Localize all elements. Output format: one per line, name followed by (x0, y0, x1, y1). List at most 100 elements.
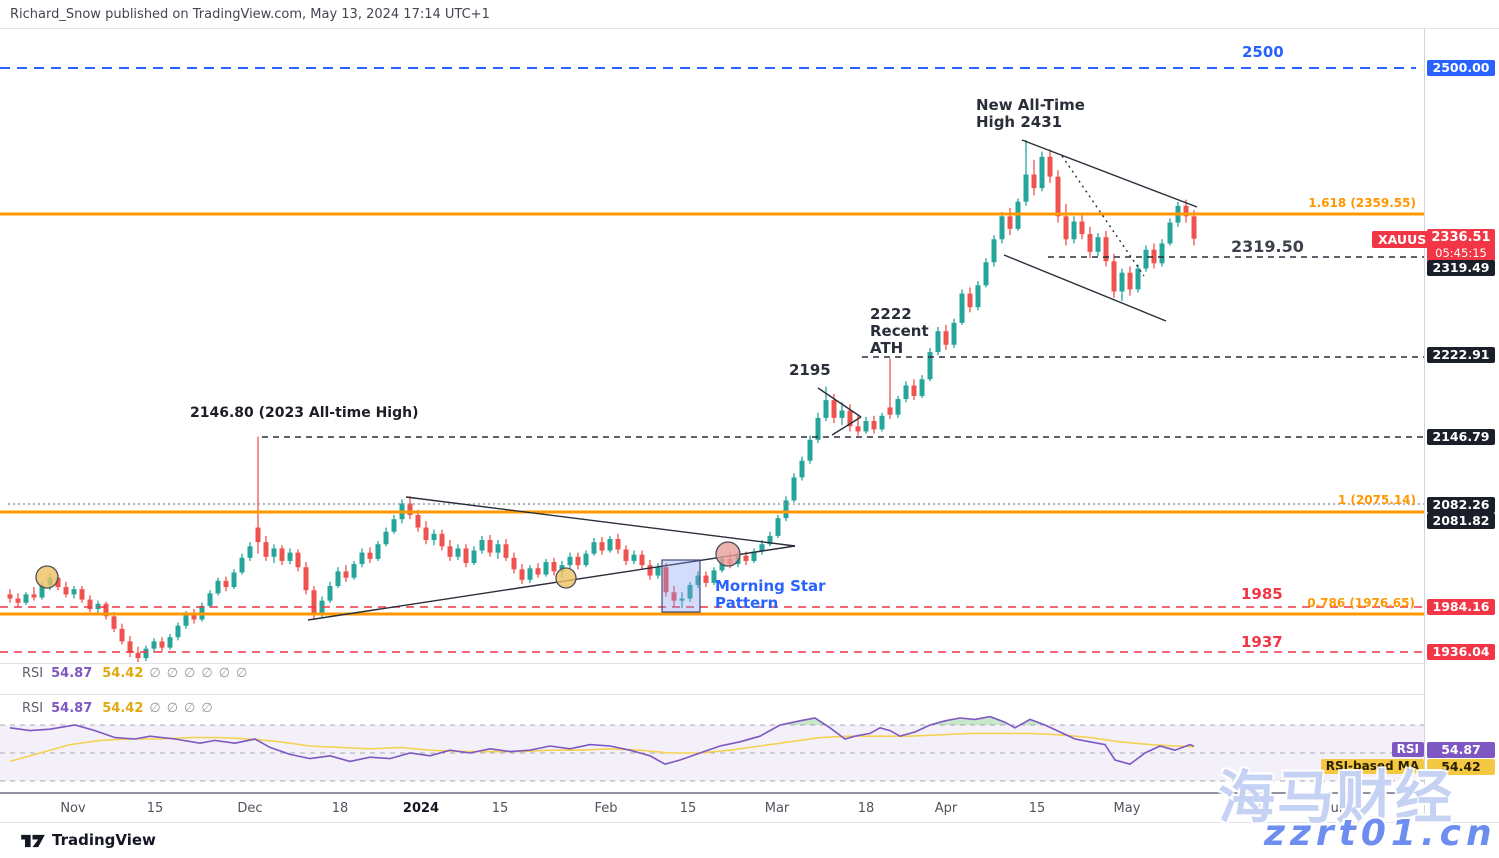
pane-separator[interactable] (0, 792, 1424, 794)
candle-body (271, 548, 277, 557)
indicator-icon[interactable]: ∅ (236, 666, 248, 681)
indicator-icon[interactable]: ∅ (149, 666, 161, 681)
indicator-icon[interactable]: ∅ (201, 701, 213, 716)
price-level-badge: 2082.26 (1427, 497, 1495, 513)
candle-body (223, 580, 229, 588)
price-level-badge: 2081.82 (1427, 513, 1495, 529)
candle-body (799, 460, 805, 478)
candle-body (871, 421, 877, 430)
candle-body (679, 598, 685, 601)
candle-body (543, 562, 549, 575)
candle-body (39, 584, 45, 598)
price-axis[interactable]: USD 2480.002440.002400.002360.002280.002… (1424, 28, 1499, 822)
candle-body (191, 614, 197, 620)
candle-body (439, 533, 445, 547)
fib-label-0786: 0.786 (1976.65) (1307, 596, 1415, 610)
candle-body (55, 577, 61, 588)
tradingview-brand[interactable]: TradingView (20, 831, 156, 849)
time-axis[interactable]: Nov 15 Dec 18 2024 15 Feb 15 Mar 18 Apr 15 May 20 Jun (0, 794, 1424, 822)
candle-body (703, 575, 709, 583)
candle-body (1159, 243, 1165, 264)
circle-marker[interactable] (555, 567, 577, 589)
candle-body (927, 352, 933, 380)
indicator-icon[interactable]: ∅ (184, 701, 196, 716)
candle-body (159, 641, 165, 648)
candle-body (551, 562, 557, 572)
price-level-badge: 2146.79 (1427, 429, 1495, 445)
indicator-icon[interactable]: ∅ (166, 666, 179, 681)
triangle-upper[interactable] (405, 496, 796, 547)
candle-body (111, 616, 117, 629)
candle-body (479, 540, 485, 551)
pane-divider[interactable] (0, 663, 1424, 664)
candle-body (519, 569, 525, 580)
indicator-icon[interactable]: ∅ (201, 666, 213, 681)
annotation-2500: 2500 (1242, 43, 1284, 61)
candle-body (1079, 221, 1085, 235)
candle-body (239, 557, 245, 573)
candle-body (759, 544, 765, 552)
candle-body (863, 421, 869, 432)
candle-body (15, 598, 21, 603)
candle-body (1095, 237, 1101, 252)
pennant-upper[interactable] (817, 387, 862, 418)
candle-body (311, 590, 317, 615)
annotation-1985: 1985 (1241, 585, 1283, 603)
time-tick: Feb (594, 801, 618, 816)
indicator-icon[interactable]: ∅ (184, 666, 196, 681)
candle-body (383, 531, 389, 545)
candle-body (943, 331, 949, 345)
candle-body (911, 385, 917, 396)
candle-body (463, 548, 469, 564)
publish-header: Richard_Snow published on TradingView.co… (0, 0, 1499, 29)
circle-marker[interactable] (35, 565, 59, 589)
candle-body (959, 293, 965, 323)
candle-body (207, 593, 213, 606)
pane-divider[interactable] (0, 694, 1424, 695)
watermark-cjk: 海马财经 (1218, 765, 1454, 831)
candle-body (527, 568, 533, 580)
candle-body (791, 477, 797, 501)
candle-body (63, 587, 69, 595)
rsi-label: RSI (22, 701, 44, 716)
channel-upper[interactable] (1021, 139, 1198, 208)
rsi-ma-value-badge: 54.42 (1427, 759, 1495, 775)
candle-body (327, 586, 333, 601)
pennant-lower[interactable] (831, 416, 862, 436)
candle-body (935, 331, 941, 353)
time-tick: 18 (331, 801, 349, 816)
fib-label-1618: 1.618 (2359.55) (1308, 196, 1416, 210)
channel-measured-move[interactable] (1061, 155, 1145, 277)
candle-body (303, 567, 309, 591)
candle-body (1087, 234, 1093, 252)
indicator-icon[interactable]: ∅ (149, 701, 161, 716)
indicator-icon[interactable]: ∅ (166, 701, 179, 716)
last-price-badge: 2336.51 05:45:15 (1427, 229, 1495, 261)
candle-body (31, 594, 37, 598)
triangle-lower[interactable] (307, 545, 796, 621)
circle-marker[interactable] (715, 541, 741, 567)
candle-body (895, 399, 901, 415)
time-tick: Apr (934, 801, 958, 816)
candle-body (359, 552, 365, 565)
candle-body (215, 580, 221, 594)
annotation-2319-50: 2319.50 (1231, 237, 1304, 256)
indicator-icon[interactable]: ∅ (218, 666, 231, 681)
candle-body (535, 568, 541, 575)
pattern-highlight-box[interactable] (661, 559, 701, 613)
candle-body (711, 570, 717, 583)
rsi-legend-row-1: RSI 54.87 54.42 ∅ ∅ ∅ ∅ ∅ ∅ (22, 666, 247, 681)
candle-body (807, 439, 813, 461)
channel-lower[interactable] (1003, 254, 1167, 322)
candle-body (847, 410, 853, 427)
candle-body (663, 567, 669, 593)
candle-body (983, 262, 989, 286)
time-tick: 20 (1244, 801, 1262, 816)
rsi-value-badge: 54.87 (1427, 742, 1495, 758)
chart-canvas[interactable] (0, 0, 1424, 794)
candle-body (1191, 216, 1197, 239)
rsi-value: 54.87 (51, 666, 93, 681)
candle-body (591, 542, 597, 554)
candle-body (991, 239, 997, 263)
rsi-line (9, 715, 1195, 766)
